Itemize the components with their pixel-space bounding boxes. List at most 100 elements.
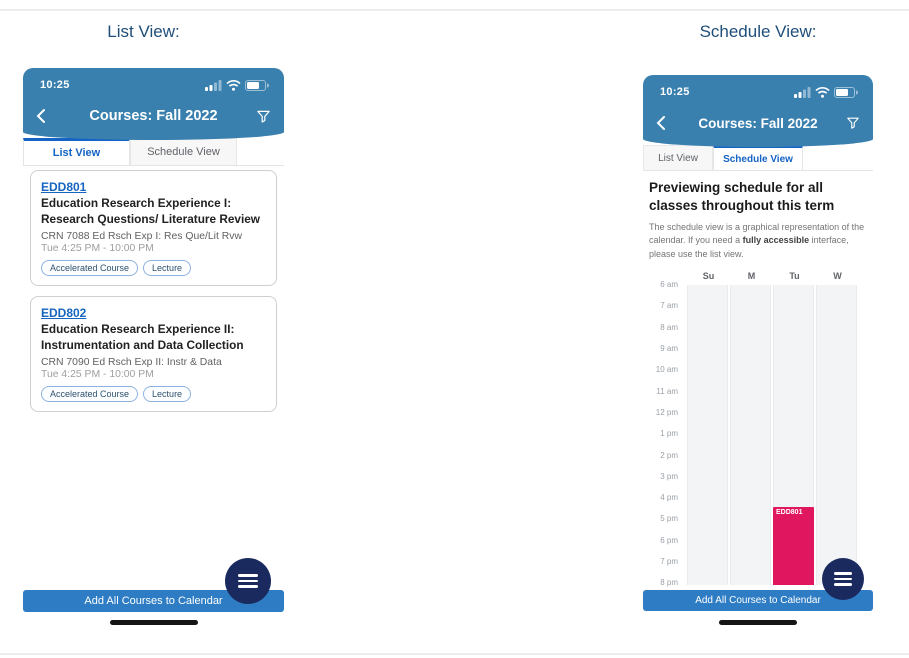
hour-labels: 6 am 7 am 8 am 9 am 10 am 11 am 12 pm 1 pm 2 pm 3… <box>643 280 683 599</box>
tag-lecture: Lecture <box>143 259 192 276</box>
caption-schedule-view: Schedule View: <box>699 22 817 41</box>
app-header: 10:25 <box>23 68 284 140</box>
back-chevron-icon <box>656 116 665 130</box>
back-chevron-icon <box>36 109 45 123</box>
status-time: 10:25 <box>40 79 70 91</box>
status-time: 10:25 <box>660 86 690 98</box>
course-code-link[interactable]: EDD802 <box>41 305 87 320</box>
schedule-calendar: Su M Tu W 6 am 7 am 8 am 9 am 10 am 11 am 12 pm 1 … <box>643 271 873 587</box>
battery-icon <box>245 79 269 91</box>
calendar-grid-area: 6 am 7 am 8 am 9 am 10 am 11 am 12 pm 1 pm 2 pm 3… <box>643 280 873 587</box>
back-button[interactable] <box>656 115 678 131</box>
bottom-divider <box>0 653 909 655</box>
tab-list-view[interactable]: List View <box>23 138 130 165</box>
hamburger-icon <box>834 577 852 581</box>
course-tags: Accelerated Course Lecture <box>41 259 266 276</box>
phone-schedule-view: 10:25 <box>643 75 873 632</box>
status-icons <box>794 86 858 98</box>
hour-label: 12 pm <box>655 407 678 417</box>
schedule-grid: EDD801 <box>687 285 859 586</box>
hamburger-icon <box>238 574 258 577</box>
status-icons <box>205 79 269 91</box>
day-column <box>816 285 857 586</box>
back-button[interactable] <box>36 108 58 124</box>
home-indicator[interactable] <box>110 620 198 625</box>
description-text: The schedule view is a graphical represe… <box>649 221 865 246</box>
tab-schedule-view[interactable]: Schedule View <box>713 145 803 170</box>
course-tags: Accelerated Course Lecture <box>41 385 266 402</box>
course-card[interactable]: EDD801 Education Research Experience I: … <box>30 170 277 286</box>
wifi-icon <box>815 86 830 98</box>
home-indicator[interactable] <box>719 620 797 625</box>
hour-label: 8 am <box>660 322 678 332</box>
hour-label: 4 pm <box>660 493 678 503</box>
status-bar: 10:25 <box>643 75 873 103</box>
day-column <box>687 285 728 586</box>
hamburger-icon <box>834 583 852 586</box>
hour-label: 7 am <box>660 301 678 311</box>
course-title: Education Research Experience II: Instru… <box>41 321 244 352</box>
day-label: W <box>833 271 842 282</box>
hamburger-icon <box>238 579 258 583</box>
battery-icon <box>834 86 858 98</box>
signal-icon <box>205 79 222 91</box>
course-time: Tue 4:25 PM - 10:00 PM <box>41 368 154 380</box>
signal-icon <box>794 86 811 98</box>
day-label: M <box>747 271 756 282</box>
hour-label: 5 pm <box>660 514 678 524</box>
hour-label: 7 pm <box>660 556 678 566</box>
schedule-heading: Previewing schedule for all classes thro… <box>649 180 835 213</box>
tag-accelerated-course: Accelerated Course <box>41 385 139 402</box>
course-time: Tue 4:25 PM - 10:00 PM <box>41 242 154 254</box>
schedule-event[interactable]: EDD801 <box>773 507 814 586</box>
day-column <box>730 285 771 586</box>
hour-label: 9 am <box>660 344 678 354</box>
hour-label: 6 am <box>660 280 678 290</box>
hour-label: 2 pm <box>660 450 678 460</box>
course-title: Education Research Experience I: Researc… <box>41 196 260 226</box>
tab-list-view[interactable]: List View <box>643 145 713 170</box>
top-divider <box>0 9 909 11</box>
hour-label: 3 pm <box>660 471 678 481</box>
hour-label: 11 am <box>656 386 678 396</box>
course-crn: CRN 7088 Ed Rsch Exp I: Res Que/Lit Rvw <box>41 230 242 242</box>
tag-lecture: Lecture <box>143 385 192 402</box>
tab-bar: List View Schedule View <box>643 145 873 171</box>
add-all-courses-button[interactable]: Add All Courses to Calendar <box>643 590 873 611</box>
hour-label: 6 pm <box>660 535 678 545</box>
course-crn: CRN 7090 Ed Rsch Exp II: Instr & Data <box>41 356 222 368</box>
description-text: interface, please use the list view. <box>649 235 849 259</box>
tab-schedule-view[interactable]: Schedule View <box>130 138 237 165</box>
app-header: 10:25 <box>643 75 873 147</box>
hour-label: 8 pm <box>660 578 678 588</box>
filter-button[interactable] <box>838 116 860 130</box>
nav-bar: Courses: Fall 2022 <box>23 96 284 136</box>
day-label: Su <box>702 271 715 282</box>
course-list: EDD801 Education Research Experience I: … <box>23 166 284 412</box>
description-bold-text: fully accessible <box>742 235 810 246</box>
page-title: Courses: Fall 2022 <box>698 115 818 131</box>
status-bar: 10:25 <box>23 68 284 96</box>
schedule-description: The schedule view is a graphical represe… <box>649 221 865 262</box>
hour-label: 1 pm <box>660 429 678 439</box>
page-title: Courses: Fall 2022 <box>89 108 218 124</box>
tab-bar: List View Schedule View <box>23 138 284 166</box>
phone-list-view: 10:25 <box>23 68 284 630</box>
menu-fab-button[interactable] <box>822 558 864 600</box>
add-all-courses-button[interactable]: Add All Courses to Calendar <box>23 590 284 612</box>
filter-button[interactable] <box>249 109 271 124</box>
day-header-row: Su M Tu W <box>687 271 873 281</box>
course-code-link[interactable]: EDD801 <box>41 180 87 194</box>
course-card[interactable]: EDD802 Education Research Experience II:… <box>30 295 277 412</box>
hamburger-icon <box>834 572 852 575</box>
hour-label: 10 am <box>655 365 678 375</box>
event-label: EDD801 <box>776 509 803 516</box>
tag-accelerated-course: Accelerated Course <box>41 259 139 276</box>
day-label: Tu <box>789 271 800 282</box>
wifi-icon <box>226 79 241 91</box>
menu-fab-button[interactable] <box>225 558 271 604</box>
caption-list-view: List View: <box>107 22 180 41</box>
nav-bar: Courses: Fall 2022 <box>643 103 873 143</box>
filter-funnel-icon <box>847 117 859 129</box>
